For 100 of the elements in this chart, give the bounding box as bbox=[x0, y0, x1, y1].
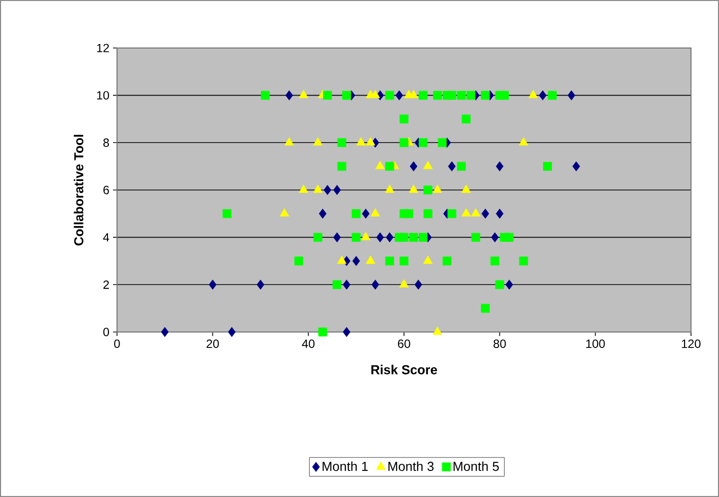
point bbox=[433, 90, 442, 100]
point bbox=[228, 326, 236, 337]
point bbox=[337, 162, 346, 171]
point bbox=[491, 232, 499, 242]
legend-label: Month 5 bbox=[454, 461, 499, 471]
point bbox=[496, 208, 504, 219]
point bbox=[375, 160, 385, 170]
point bbox=[318, 328, 328, 336]
point bbox=[448, 161, 456, 172]
point bbox=[313, 184, 323, 193]
point bbox=[447, 90, 456, 100]
point bbox=[447, 209, 456, 218]
point bbox=[461, 208, 471, 216]
point bbox=[332, 280, 342, 290]
point bbox=[366, 256, 376, 264]
point bbox=[298, 184, 308, 193]
point bbox=[466, 90, 476, 100]
point bbox=[462, 114, 471, 124]
point bbox=[370, 90, 380, 98]
point bbox=[408, 90, 418, 98]
point bbox=[418, 90, 428, 100]
point bbox=[438, 138, 447, 148]
x-tick-label: 120 bbox=[682, 340, 701, 348]
point bbox=[482, 208, 490, 219]
point bbox=[519, 256, 528, 266]
point bbox=[400, 256, 408, 266]
y-axis-title: Collaborative Tool bbox=[74, 134, 84, 246]
point bbox=[408, 184, 418, 193]
point bbox=[572, 161, 580, 172]
point bbox=[518, 137, 528, 146]
point bbox=[495, 280, 504, 290]
x-tick-label: 0 bbox=[114, 340, 120, 348]
point bbox=[298, 90, 308, 98]
point bbox=[400, 232, 408, 242]
x-tick-label: 80 bbox=[494, 340, 506, 348]
point bbox=[490, 256, 500, 266]
point bbox=[528, 90, 538, 98]
point bbox=[480, 90, 490, 100]
point bbox=[423, 256, 433, 264]
point bbox=[337, 138, 346, 148]
point bbox=[280, 208, 290, 216]
point bbox=[457, 90, 466, 100]
point bbox=[457, 162, 466, 171]
point bbox=[161, 326, 169, 337]
point bbox=[543, 162, 552, 171]
point bbox=[399, 279, 409, 288]
point bbox=[333, 184, 341, 195]
point bbox=[222, 209, 232, 218]
point bbox=[480, 304, 490, 313]
y-tick-label: 6 bbox=[103, 186, 109, 194]
point bbox=[256, 280, 264, 290]
point bbox=[400, 114, 408, 124]
y-tick-label: 10 bbox=[97, 91, 110, 100]
point bbox=[208, 280, 216, 290]
point bbox=[370, 208, 380, 216]
point bbox=[352, 209, 361, 218]
point bbox=[504, 232, 514, 242]
point bbox=[385, 90, 394, 100]
x-tick-label: 60 bbox=[398, 340, 410, 348]
point bbox=[352, 232, 361, 242]
point bbox=[496, 161, 504, 172]
point bbox=[404, 209, 414, 218]
point bbox=[285, 90, 294, 100]
point bbox=[342, 326, 350, 337]
x-axis-title: Risk Score bbox=[371, 364, 438, 374]
point bbox=[384, 184, 394, 193]
point bbox=[352, 256, 360, 266]
point bbox=[361, 232, 370, 240]
legend-label: Month 3 bbox=[388, 461, 434, 471]
point bbox=[366, 137, 376, 146]
point bbox=[410, 161, 418, 172]
point bbox=[400, 138, 408, 148]
x-tick-label: 100 bbox=[586, 340, 605, 348]
point bbox=[313, 137, 323, 146]
x-tick-label: 40 bbox=[302, 340, 315, 348]
point bbox=[414, 280, 422, 290]
point bbox=[424, 209, 432, 218]
point bbox=[342, 90, 352, 100]
point bbox=[418, 232, 428, 242]
y-tick-label: 0 bbox=[103, 328, 110, 336]
point bbox=[471, 232, 480, 242]
point bbox=[409, 232, 418, 242]
point bbox=[314, 232, 322, 242]
point bbox=[395, 90, 404, 100]
point bbox=[342, 280, 350, 290]
point bbox=[500, 90, 509, 100]
point bbox=[548, 90, 557, 100]
point bbox=[423, 160, 433, 170]
point bbox=[333, 232, 341, 242]
point bbox=[376, 232, 384, 242]
point bbox=[284, 137, 294, 146]
y-tick-label: 2 bbox=[103, 280, 109, 289]
point bbox=[568, 90, 576, 100]
point bbox=[424, 186, 432, 194]
y-tick-label: 4 bbox=[103, 233, 110, 242]
y-tick-label: 8 bbox=[103, 138, 109, 147]
point bbox=[294, 256, 304, 266]
x-tick-label: 20 bbox=[206, 340, 219, 348]
point bbox=[471, 208, 480, 216]
point bbox=[432, 184, 442, 193]
